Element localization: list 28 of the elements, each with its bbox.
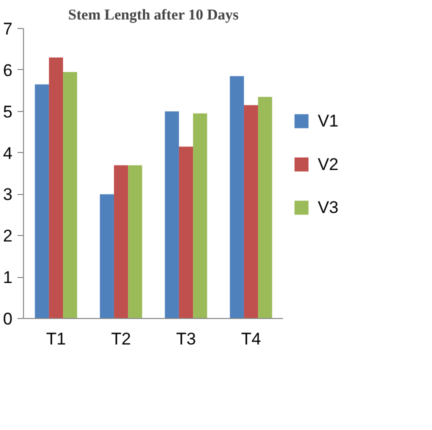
bar: [63, 72, 78, 318]
x-tick-label: T1: [46, 330, 66, 348]
y-tick-label: 6: [3, 60, 13, 80]
y-tick-label: 1: [3, 268, 13, 288]
y-tick-label: 4: [3, 144, 13, 163]
bar: [34, 84, 49, 318]
bar: [128, 165, 142, 318]
y-tick-label: 2: [3, 226, 13, 246]
bar: [48, 58, 64, 318]
bar: [230, 76, 244, 318]
y-tick-label: 0: [3, 310, 13, 328]
legend-label: V3: [318, 198, 338, 218]
y-tick-label: 3: [3, 185, 13, 204]
bar: [164, 111, 179, 318]
legend-label: V1: [318, 112, 338, 131]
x-tick-label: T2: [111, 330, 131, 348]
legend-label: V2: [318, 154, 338, 174]
bar: [193, 113, 208, 318]
bar: [258, 96, 272, 318]
bar: [244, 105, 258, 318]
x-tick-label: T4: [241, 330, 261, 348]
bar: [100, 194, 114, 318]
bar: [114, 165, 128, 318]
bar: [178, 146, 194, 318]
y-tick-label: 5: [3, 102, 13, 122]
y-tick-label: 7: [3, 20, 13, 38]
x-tick-label: T3: [176, 330, 196, 348]
chart-title: Stem Length after 10 Days: [68, 8, 239, 24]
